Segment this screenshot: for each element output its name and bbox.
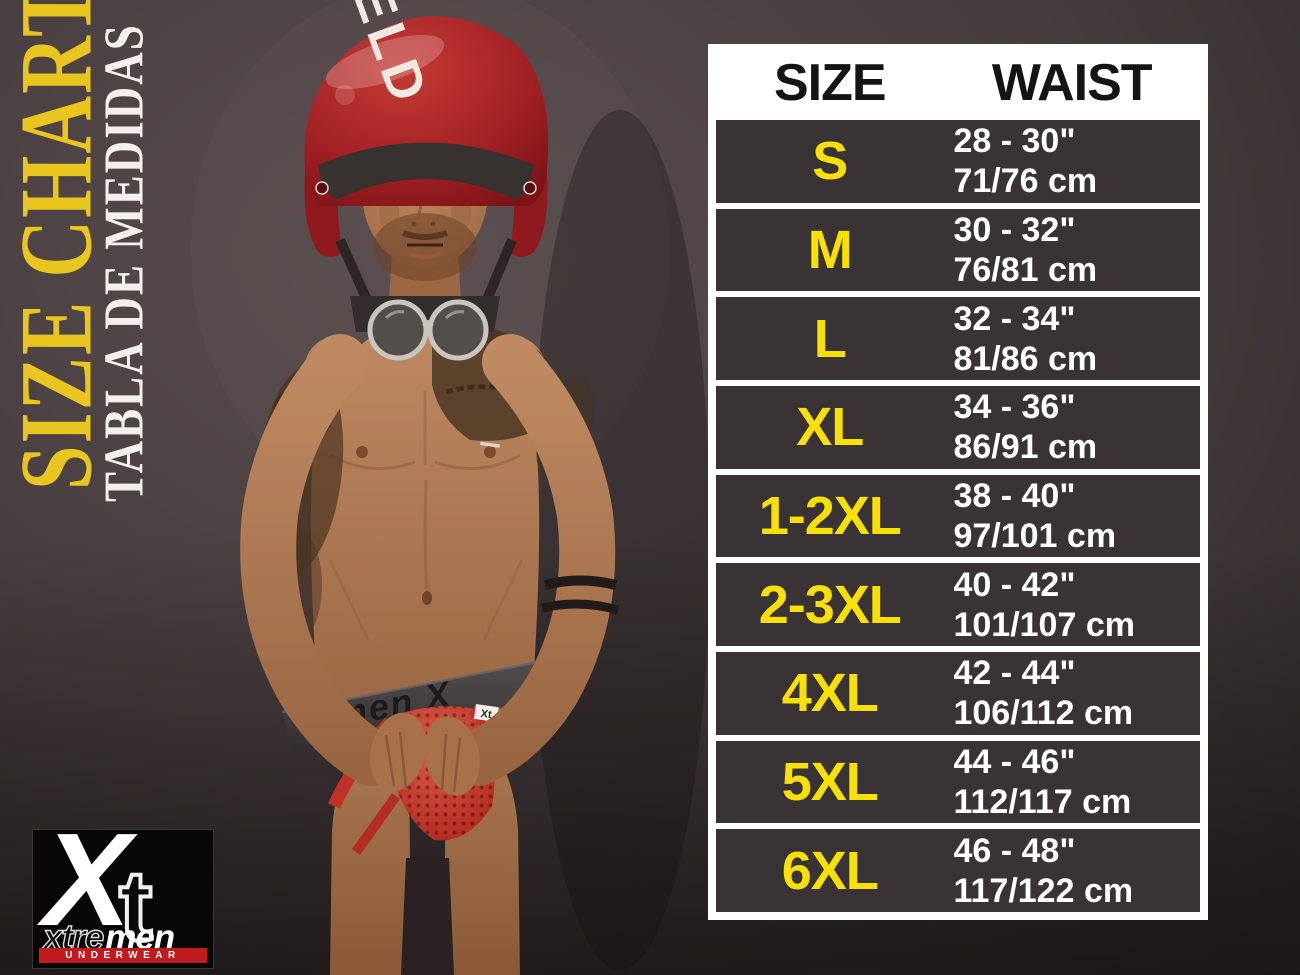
svg-text:Xt: Xt [480, 708, 493, 721]
waist-cm: 112/117 cm [953, 783, 1132, 822]
hands [370, 712, 480, 796]
size-cell: S [812, 131, 848, 192]
waist-inches: 28 - 30" [953, 122, 1076, 161]
waist-inches: 32 - 34" [953, 299, 1076, 338]
size-cell: 5XL [781, 752, 879, 813]
size-cell: 2-3XL [758, 574, 902, 635]
size-chart-header-row: SIZE WAIST [716, 52, 1200, 114]
size-chart-table: SIZE WAIST S 28 - 30" 71/76 cm M 30 - 32… [708, 44, 1208, 920]
waist-inches: 42 - 44" [953, 654, 1076, 693]
waist-inches: 34 - 36" [953, 388, 1076, 427]
vertical-title-tabla-de-medidas: TABLA DE MEDIDAS [92, 23, 155, 502]
waist-cm: 97/101 cm [953, 517, 1117, 556]
table-row: M 30 - 32" 76/81 cm [716, 208, 1200, 292]
logo-underwear-bar: UNDERWEAR [39, 948, 207, 963]
waist-cm: 117/122 cm [953, 871, 1134, 910]
waist-inches: 44 - 46" [953, 743, 1076, 782]
forearm-band [543, 575, 618, 590]
header-size-cell: SIZE [773, 54, 887, 112]
xtremen-brand-logo: X t xtremen UNDERWEAR [33, 814, 213, 968]
waist-cm: 81/86 cm [953, 339, 1098, 378]
size-cell: 1-2XL [758, 486, 902, 547]
table-row: 1-2XL 38 - 40" 97/101 cm [716, 474, 1200, 558]
motorcycle-helmet: ELD [304, 0, 549, 305]
arms [240, 334, 620, 786]
table-row: L 32 - 34" 81/86 cm [716, 297, 1200, 381]
waist-cm: 101/107 cm [953, 605, 1135, 644]
waist-cm: 86/91 cm [953, 428, 1098, 467]
table-row: XL 34 - 36" 86/91 cm [716, 386, 1200, 469]
forearm-band [540, 599, 620, 615]
size-cell: 6XL [781, 840, 879, 901]
size-cell: XL [796, 397, 864, 458]
aviator-goggles [350, 296, 500, 361]
logo-monogram-x: X [43, 806, 132, 953]
table-row: 6XL 46 - 48" 117/122 cm [716, 829, 1200, 913]
size-cell: L [813, 308, 847, 369]
waist-cm: 71/76 cm [953, 162, 1098, 201]
header-waist-cell: WAIST [991, 54, 1153, 112]
table-row: 5XL 44 - 46" 112/117 cm [716, 740, 1200, 824]
table-row: S 28 - 30" 71/76 cm [716, 120, 1200, 203]
waist-inches: 40 - 42" [953, 565, 1076, 604]
size-cell: M [807, 220, 853, 280]
waist-cm: 106/112 cm [953, 694, 1134, 733]
waist-inches: 30 - 32" [953, 211, 1076, 249]
model-figure: emen X Xt [240, 0, 620, 975]
table-row: 4XL 42 - 44" 106/112 cm [716, 652, 1200, 735]
size-cell: 4XL [781, 663, 879, 724]
waist-inches: 38 - 40" [953, 477, 1076, 516]
waist-cm: 76/81 cm [953, 251, 1098, 289]
waist-inches: 46 - 48" [953, 831, 1076, 870]
table-row: 2-3XL 40 - 42" 101/107 cm [716, 563, 1200, 647]
logo-monogram-t: t [117, 850, 154, 962]
